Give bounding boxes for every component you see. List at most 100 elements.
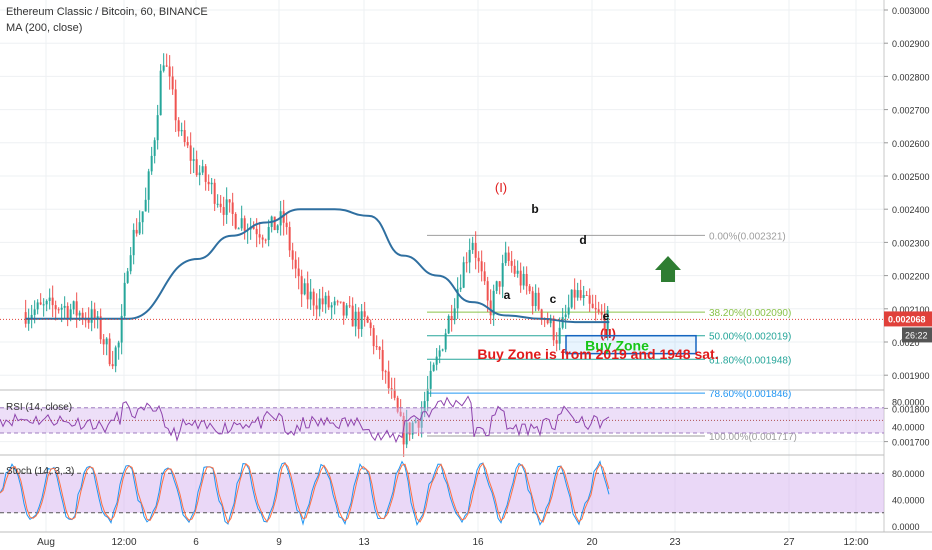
candle-body bbox=[327, 295, 330, 308]
candle-body bbox=[141, 211, 144, 223]
candle-body bbox=[558, 327, 561, 344]
candle-body bbox=[555, 340, 558, 344]
time-tick-label: 23 bbox=[669, 537, 681, 548]
candle-body bbox=[363, 311, 366, 317]
candle-body bbox=[123, 282, 126, 316]
fib-label: 78.60%(0.001846) bbox=[709, 389, 791, 400]
fib-label: 0.00%(0.002321) bbox=[709, 231, 786, 242]
candle-body bbox=[507, 252, 510, 261]
candle-body bbox=[597, 309, 600, 312]
candle-body bbox=[489, 300, 492, 316]
candle-body bbox=[468, 249, 471, 263]
symbol-title[interactable]: Ethereum Classic / Bitcoin, 60, BINANCE bbox=[6, 6, 208, 18]
candle-body bbox=[84, 319, 87, 321]
candle-body bbox=[549, 318, 552, 324]
candle-body bbox=[426, 388, 429, 402]
candle-body bbox=[66, 305, 69, 319]
price-tick-label: 0.002500 bbox=[892, 172, 930, 182]
candle-body bbox=[36, 302, 39, 310]
candle-body bbox=[78, 312, 81, 316]
candle-body bbox=[303, 283, 306, 295]
candle-body bbox=[153, 140, 156, 156]
candle-body bbox=[531, 291, 534, 307]
candle-body bbox=[69, 309, 72, 319]
candle-body bbox=[516, 270, 519, 274]
stoch-tick-label: 80.0000 bbox=[892, 469, 925, 479]
candle-body bbox=[297, 268, 300, 277]
candle-body bbox=[285, 222, 288, 228]
candle-body bbox=[333, 301, 336, 306]
candle-body bbox=[429, 370, 432, 389]
candle-body bbox=[75, 301, 78, 316]
last-price-value: 0.002068 bbox=[888, 314, 926, 324]
candle-body bbox=[240, 218, 243, 229]
candle-body bbox=[387, 371, 390, 389]
stoch-tick-label: 40.0000 bbox=[892, 496, 925, 506]
stoch-label: Stoch (14, 3, 3) bbox=[6, 466, 74, 477]
candle-body bbox=[282, 211, 285, 223]
candle-body bbox=[30, 314, 33, 319]
candle-body bbox=[144, 199, 147, 212]
candle-body bbox=[453, 308, 456, 321]
candle-body bbox=[423, 401, 426, 412]
rsi-pane: 80.0000 40.0000 bbox=[0, 395, 925, 444]
candle-body bbox=[471, 242, 474, 250]
candle-body bbox=[390, 388, 393, 390]
candle-body bbox=[132, 229, 135, 256]
rsi-tick-label: 40.0000 bbox=[892, 423, 925, 433]
up-arrow-icon bbox=[655, 256, 681, 282]
candle-body bbox=[504, 252, 507, 264]
ma-indicator-label[interactable]: MA (200, close) bbox=[6, 22, 83, 34]
candle-body bbox=[60, 307, 63, 310]
candle-body bbox=[261, 237, 264, 240]
candle-body bbox=[114, 347, 117, 367]
candle-body bbox=[546, 318, 549, 324]
time-tick-label: 6 bbox=[193, 537, 199, 548]
candle-body bbox=[189, 145, 192, 161]
candle-body bbox=[105, 338, 108, 345]
candle-body bbox=[606, 310, 609, 331]
candle-body bbox=[324, 295, 327, 305]
time-tick-label: Aug bbox=[37, 537, 55, 548]
candle-body bbox=[318, 298, 321, 310]
candle-body bbox=[147, 171, 150, 200]
candle-body bbox=[321, 298, 324, 305]
candle-body bbox=[90, 309, 93, 323]
candle-body bbox=[540, 309, 543, 319]
candle-body bbox=[360, 311, 363, 330]
price-axis[interactable]: 0.003000 0.002900 0.002800 0.002700 0.002600… bbox=[884, 6, 930, 448]
candle-body bbox=[498, 281, 501, 287]
candle-body bbox=[177, 120, 180, 132]
time-tick-label: 20 bbox=[586, 537, 598, 548]
candle-body bbox=[234, 213, 237, 229]
candle-body bbox=[594, 307, 597, 310]
candle-body bbox=[108, 338, 111, 365]
candle-body bbox=[483, 271, 486, 282]
price-tick-label: 0.002100 bbox=[892, 305, 930, 315]
candle-body bbox=[210, 182, 213, 185]
candle-body bbox=[222, 207, 225, 215]
candle-body bbox=[399, 411, 402, 417]
candle-body bbox=[396, 397, 399, 412]
candle-body bbox=[288, 227, 291, 251]
time-tick-label: 12:00 bbox=[843, 537, 868, 548]
rsi-line bbox=[0, 395, 610, 444]
candle-body bbox=[243, 218, 246, 231]
fibonacci-retracement[interactable]: 0.00%(0.002321) 38.20%(0.002090) 50.00%(0.… bbox=[427, 231, 797, 443]
price-tick-label: 0.002800 bbox=[892, 72, 930, 82]
candle-body bbox=[207, 181, 210, 185]
candle-body bbox=[42, 304, 45, 306]
candle-body bbox=[582, 295, 585, 298]
candle-body bbox=[561, 317, 564, 328]
candle-body bbox=[27, 318, 30, 324]
time-axis[interactable]: Aug 12:00 6 9 13 16 20 23 27 12:00 bbox=[37, 537, 869, 548]
price-tick-label: 0.003000 bbox=[892, 6, 930, 16]
candle-body bbox=[174, 89, 177, 121]
time-tick-label: 27 bbox=[783, 537, 795, 548]
candle-body bbox=[219, 203, 222, 208]
wave-label-b: b bbox=[531, 202, 538, 216]
chart-grid bbox=[0, 0, 884, 532]
candle-body bbox=[348, 305, 351, 307]
